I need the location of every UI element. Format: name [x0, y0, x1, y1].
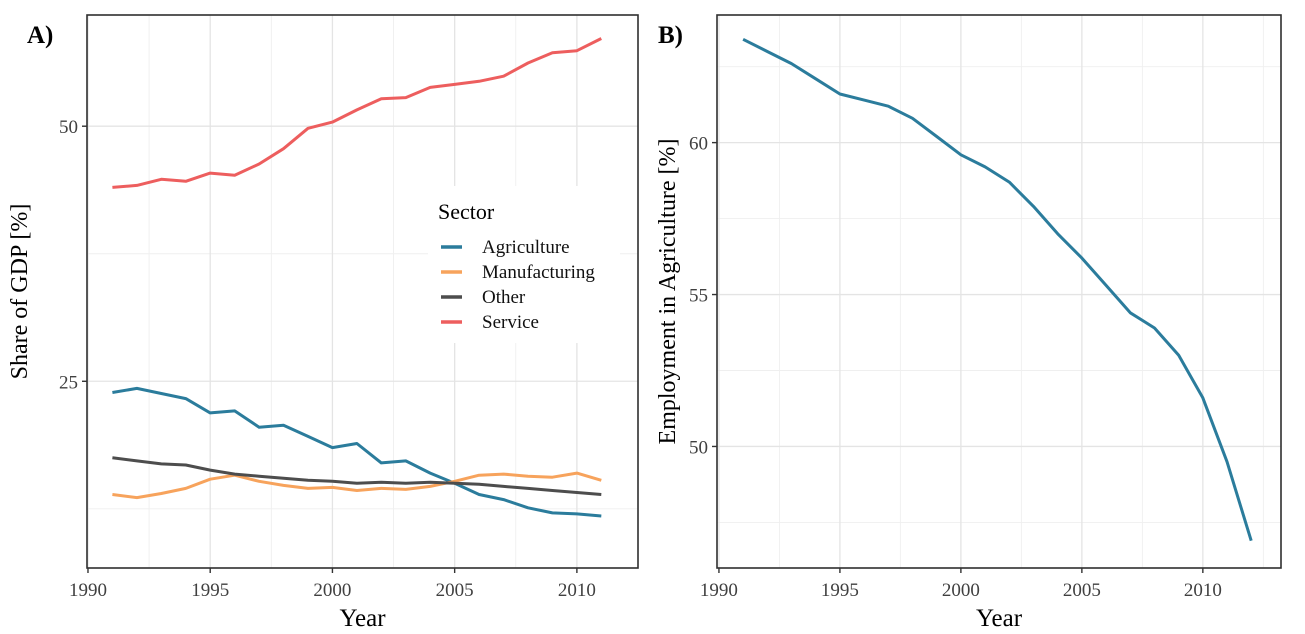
x-axis-title: Year [976, 605, 1023, 632]
x-axis-title: Year [339, 605, 386, 632]
employment-in-agriculture-chart: 1990 1995 2000 2005 2010 50 55 60 Year Employment… [650, 0, 1305, 634]
x-tick-label: 1990 [700, 580, 738, 601]
x-tick-label: 2005 [436, 580, 474, 601]
x-tick-label: 2010 [558, 580, 596, 601]
panel-label: B) [658, 22, 683, 49]
y-tick-label: 55 [689, 286, 708, 307]
legend-item-label: Other [482, 287, 526, 308]
x-tick-label: 1995 [821, 580, 859, 601]
series-line-service [112, 37, 602, 189]
panel-background [650, 0, 1305, 634]
x-tick-label: 2000 [313, 580, 351, 601]
y-tick-label: 50 [59, 117, 78, 138]
legend-item-label: Agriculture [482, 237, 570, 258]
legend-item-label: Manufacturing [482, 262, 595, 283]
panel-border [716, 14, 1282, 569]
y-tick-label: 60 [689, 134, 708, 155]
panel-label: A) [27, 22, 53, 49]
x-tick-label: 1995 [191, 580, 229, 601]
x-tick-label: 1990 [69, 580, 107, 601]
series-line-agriculture [742, 37, 1253, 542]
y-axis-title: Employment in Agriculture [%] [655, 139, 681, 445]
y-tick-label: 50 [689, 437, 708, 458]
series-line-manufacturing [112, 471, 602, 500]
y-axis-title: Share of GDP [%] [7, 204, 33, 380]
x-tick-label: 2000 [942, 580, 980, 601]
y-tick-label: 25 [59, 372, 78, 393]
panel-border [86, 14, 639, 569]
legend-background [428, 186, 620, 343]
x-tick-label: 2005 [1063, 580, 1101, 601]
legend-item-label: Service [482, 312, 539, 333]
gdp-share-by-sector-chart: Sector Agriculture Manufacturing Other Servi… [0, 0, 650, 634]
legend-title: Sector [438, 199, 495, 224]
series-line-other [112, 456, 602, 496]
x-tick-label: 2010 [1184, 580, 1222, 601]
series-line-agriculture [112, 386, 602, 518]
